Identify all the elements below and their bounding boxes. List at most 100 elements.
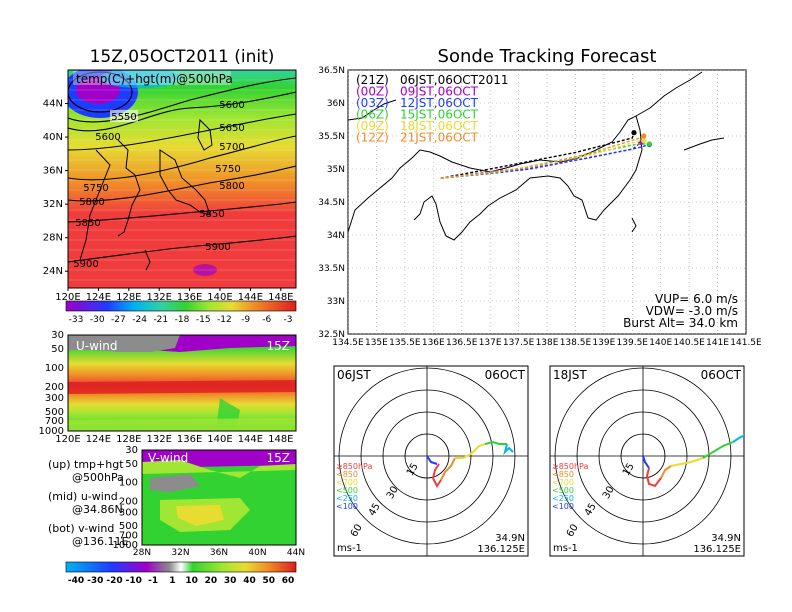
legend-time: 18JST,06OCT: [400, 119, 479, 133]
colorbar-label: -18: [175, 315, 190, 325]
y-tick-label: 34N: [327, 231, 345, 241]
y-tick-label: 28N: [43, 233, 63, 244]
y-tick-label: 44N: [43, 99, 63, 110]
hodograph-trace: [440, 457, 456, 481]
sonde-endpoint: [641, 138, 647, 144]
colorbar-label: 40: [243, 576, 256, 586]
x-tick-label: 148E: [268, 434, 293, 445]
contour-label: 5850: [199, 209, 224, 220]
y-tick-label: 50: [125, 459, 138, 470]
x-tick-label: 120E: [55, 292, 80, 303]
colorbar-label: 50: [262, 576, 275, 586]
x-tick-label: 36N: [210, 548, 228, 558]
y-tick-label: 50: [51, 344, 64, 355]
colorbar-label: -20: [106, 576, 122, 586]
x-tick-label: 40N: [248, 548, 266, 558]
hodograph-legend-item: <250: [552, 494, 574, 503]
hodograph-frame: [549, 365, 745, 557]
x-tick-label: 140E: [207, 292, 232, 303]
y-tick-label: 1000: [39, 426, 64, 437]
hodograph-trace: [660, 465, 672, 479]
legend-code: (00Z): [356, 85, 389, 99]
x-tick-label: 137.5E: [503, 338, 535, 348]
colorbar-label: -40: [68, 576, 84, 586]
colorbar-label: -33: [69, 315, 84, 325]
x-tick-label: 132E: [146, 434, 171, 445]
y-tick-label: 34.5N: [318, 198, 345, 208]
hodograph-date: 06OCT: [701, 368, 742, 382]
hodograph-trace: [455, 443, 486, 459]
y-tick-label: 1000: [113, 540, 138, 551]
sonde-track-panel: Sonde Tracking Forecast 134.5E 135E 135.5E…: [318, 46, 762, 348]
colorbar-label: -30: [90, 315, 105, 325]
side-line3b: @136.11E: [72, 535, 128, 548]
colorbar-label: -30: [87, 576, 103, 586]
y-tick-label: 33N: [327, 297, 345, 307]
colorbar-label: -3: [284, 315, 293, 325]
hodograph-lat: 34.9N: [711, 533, 741, 544]
x-tick-label: 148E: [268, 292, 293, 303]
temp-colorbar: [65, 300, 297, 312]
v-wind-label: V-wind: [148, 451, 188, 465]
y-tick-label: 200: [119, 496, 138, 507]
x-tick-label: 140E: [207, 434, 232, 445]
sonde-track-line: [440, 132, 635, 179]
hodograph-legend-item: <700: [552, 478, 574, 487]
legend-time: 09JST,06OCT: [400, 85, 479, 99]
x-tick-label: 141E: [706, 338, 729, 348]
y-tick-label: 30: [125, 445, 138, 456]
legend-time: 15JST,06OCT: [400, 108, 479, 122]
y-tick-label: 500: [45, 407, 64, 418]
contour-label: 5850: [75, 218, 100, 229]
hodograph-lon: 136.125E: [477, 544, 525, 555]
vdw-note: VDW= -3.0 m/s: [646, 304, 738, 318]
contour-label: 5600: [219, 100, 244, 111]
hodograph-legend-item: <500: [336, 486, 358, 495]
temp-hgt-map-label: temp(C)+hgt(m)@500hPa: [76, 72, 233, 86]
y-tick-label: 30: [51, 330, 64, 341]
contour-label: 5750: [83, 183, 108, 194]
hodograph-legend-item: <850: [336, 470, 358, 479]
hodograph-trace: [670, 457, 704, 467]
x-tick-label: 138E: [536, 338, 559, 348]
colorbar-label: 1: [169, 576, 175, 586]
x-tick-label: 135E: [365, 338, 388, 348]
contour-label: 5650: [219, 123, 244, 134]
hodograph-time: 18JST: [553, 368, 587, 382]
sonde-track-line: [440, 135, 644, 179]
x-tick-label: 32N: [171, 548, 189, 558]
hodograph-trace: [426, 455, 438, 465]
side-line1b: @500hPa: [72, 471, 124, 484]
legend-time: 12JST,06OCT: [400, 96, 479, 110]
contour-label: 5900: [205, 242, 230, 253]
v-wind-time: 15Z: [267, 451, 291, 465]
sonde-endpoint: [641, 133, 647, 139]
colorbar-label: -10: [126, 576, 142, 586]
hodograph-lon: 136.125E: [693, 544, 741, 555]
hodograph-time: 06JST: [337, 368, 371, 382]
hodograph-trace: [484, 440, 507, 445]
x-tick-label: 44N: [287, 548, 305, 558]
x-tick-label: 136E: [177, 292, 202, 303]
x-tick-label: 144E: [238, 292, 263, 303]
x-tick-label: 128E: [116, 434, 141, 445]
hodograph-trace: [642, 455, 650, 469]
hodograph-date: 06OCT: [485, 368, 526, 382]
x-tick-label: 128E: [116, 292, 141, 303]
side-line2b: @34.86N: [72, 503, 123, 516]
y-tick-label: 33.5N: [318, 264, 345, 274]
contour-label: 5750: [215, 164, 240, 175]
u-wind-time: 15Z: [267, 339, 291, 353]
vup-note: VUP= 6.0 m/s: [655, 292, 738, 306]
wind-colorbar: [65, 561, 297, 573]
colorbar-label: -6: [262, 315, 271, 325]
hodograph-unit: ms-1: [553, 543, 578, 554]
colorbar-label: 60: [282, 576, 295, 586]
u-wind-label: U-wind: [76, 339, 117, 353]
colorbar-label: -15: [196, 315, 211, 325]
y-tick-label: 100: [119, 478, 138, 489]
x-tick-label: 28N: [133, 548, 151, 558]
colorbar-label: -21: [153, 315, 168, 325]
